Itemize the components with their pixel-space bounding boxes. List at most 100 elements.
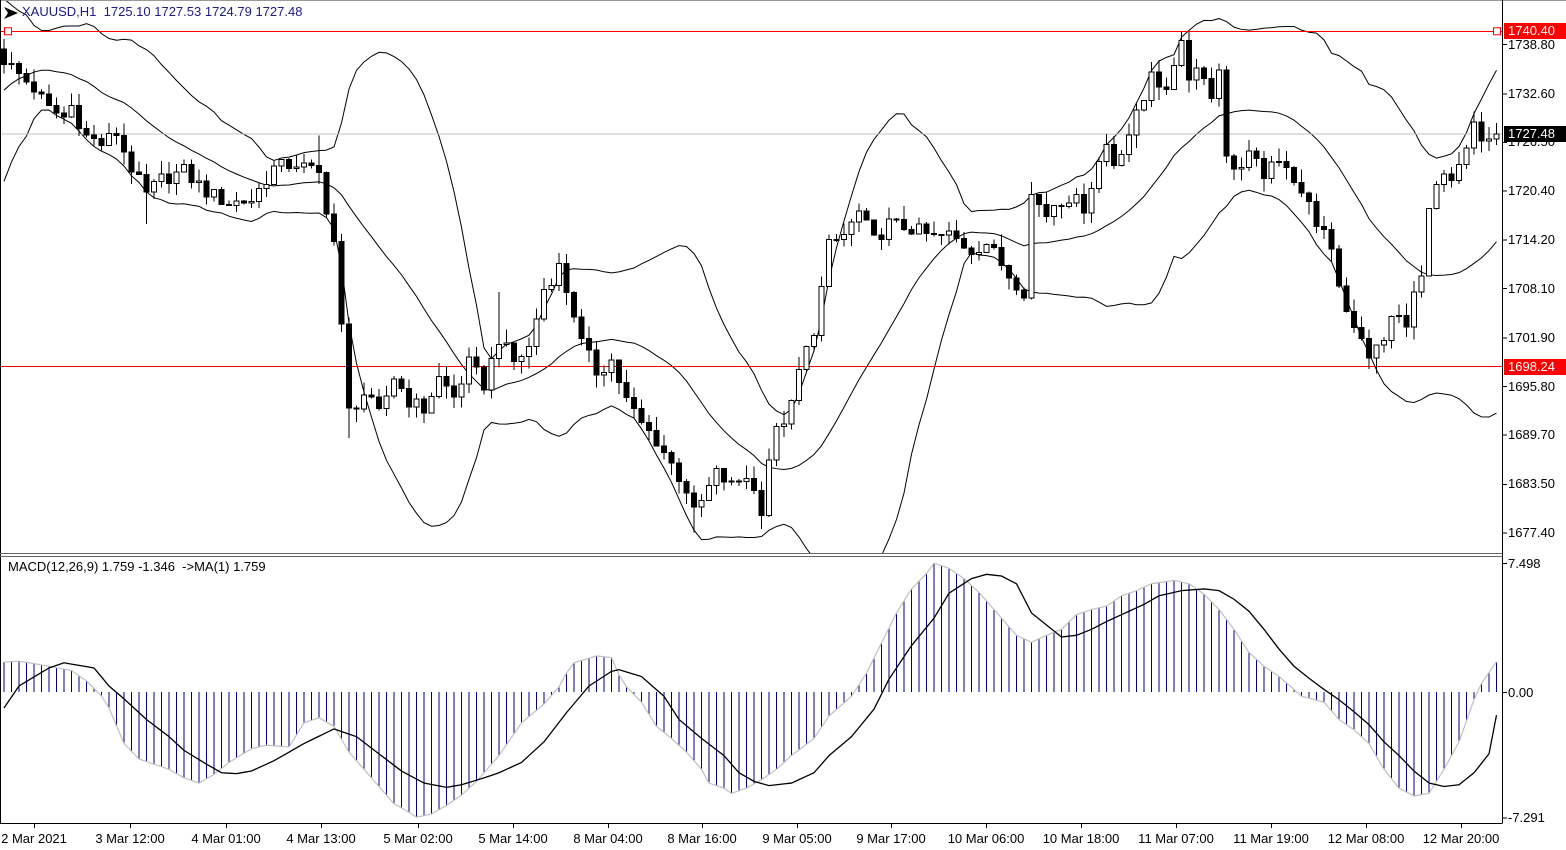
time-axis-label: 9 Mar 05:00	[762, 831, 832, 846]
bull-candle	[1103, 143, 1110, 162]
current-price-badge: 1727.48	[1504, 126, 1566, 143]
bear-candle	[1291, 166, 1297, 184]
time-axis-label: 8 Mar 04:00	[573, 831, 643, 846]
cursor-arrow-icon	[4, 7, 18, 19]
bear-candle	[188, 164, 195, 183]
bollinger-upper-band	[4, 0, 1497, 416]
chart-title-ohlc: XAUUSD,H1 1725.10 1727.53 1724.79 1727.4…	[22, 4, 303, 19]
bull-candle	[706, 484, 712, 501]
bull-candle	[1411, 291, 1417, 328]
bull-candle	[1193, 67, 1200, 81]
bull-candle	[1471, 121, 1477, 149]
bull-candle	[946, 230, 952, 236]
bear-candle	[481, 366, 487, 391]
price-axis-label: 1732.60	[1508, 85, 1555, 101]
bear-candle	[331, 213, 337, 242]
macd-axis-label: 7.498	[1508, 555, 1541, 571]
macd-panel[interactable]	[3, 562, 1498, 818]
bear-candle	[683, 481, 690, 494]
bear-candle	[143, 173, 150, 193]
bear-candle	[346, 323, 352, 409]
bull-candle	[713, 467, 720, 486]
bear-candle	[368, 394, 375, 398]
bear-candle	[901, 218, 907, 231]
bull-candle	[361, 394, 367, 410]
bull-candle	[1133, 109, 1140, 136]
bull-candle	[1246, 150, 1252, 169]
bull-candle	[391, 378, 397, 397]
bear-candle	[511, 342, 517, 363]
bull-candle	[841, 233, 847, 240]
hline-handle-marker[interactable]	[1493, 27, 1501, 36]
bull-candle	[256, 187, 262, 202]
bull-candle	[503, 342, 510, 346]
bear-candle	[1253, 150, 1260, 159]
bear-candle	[631, 397, 637, 409]
bull-candle	[293, 166, 300, 170]
macd-axis-label: -7.291	[1508, 809, 1545, 825]
bull-candle	[278, 159, 285, 167]
bear-candle	[1208, 78, 1215, 99]
bear-candle	[1306, 192, 1312, 203]
bear-candle	[586, 337, 592, 351]
bear-candle	[241, 200, 247, 204]
bull-candle	[803, 345, 810, 370]
bear-candle	[638, 407, 645, 423]
bull-candle	[1126, 134, 1132, 155]
time-axis-label: 10 Mar 06:00	[947, 831, 1025, 846]
bear-candle	[1156, 71, 1162, 88]
bear-candle	[1111, 143, 1117, 167]
bull-candle	[301, 162, 307, 168]
main-price-panel[interactable]	[0, 0, 1502, 594]
bear-candle	[203, 180, 210, 198]
bear-candle	[616, 359, 622, 383]
bull-candle	[728, 480, 735, 483]
bear-candle	[623, 381, 630, 399]
time-axis-label: 10 Mar 18:00	[1042, 831, 1120, 846]
bear-candle	[1366, 337, 1372, 359]
bull-candle	[1238, 167, 1245, 170]
bear-candle	[1163, 86, 1170, 90]
price-axis-label: 1708.10	[1508, 280, 1555, 296]
bear-candle	[1, 48, 7, 66]
bull-candle	[1486, 138, 1492, 142]
time-axis-label: 3 Mar 12:00	[95, 831, 165, 846]
bull-candle	[976, 252, 982, 256]
bear-candle	[751, 478, 757, 492]
bear-candle	[721, 467, 727, 483]
bear-candle	[878, 234, 885, 241]
bear-candle	[871, 219, 877, 236]
bear-candle	[1186, 40, 1192, 81]
price-axis-label: 1701.90	[1508, 330, 1555, 346]
time-axis-label: 11 Mar 07:00	[1138, 831, 1214, 846]
chart-frame	[0, 0, 1566, 828]
bull-candle	[1268, 161, 1275, 179]
bull-candle	[263, 184, 270, 189]
time-axis-label: 5 Mar 14:00	[478, 831, 548, 846]
bull-candle	[548, 284, 555, 291]
time-axis-label: 4 Mar 01:00	[191, 831, 261, 846]
time-axis-label: 9 Mar 17:00	[856, 831, 926, 846]
bull-candle	[601, 371, 607, 376]
macd-indicator-label: MACD(12,26,9) 1.759 -1.346 ->MA(1) 1.759	[8, 559, 266, 574]
hline-handle-marker[interactable]	[4, 27, 12, 36]
price-level-badge-1740: 1740.40	[1504, 23, 1566, 40]
bear-candle	[1261, 157, 1267, 179]
price-axis-label: 1689.70	[1508, 427, 1555, 443]
bull-candle	[211, 188, 217, 198]
bull-candle	[826, 238, 832, 287]
bull-candle	[983, 244, 990, 254]
bear-candle	[563, 262, 570, 293]
bear-candle	[1036, 193, 1042, 205]
bull-candle	[1381, 340, 1387, 346]
bear-candle	[938, 234, 945, 237]
bull-candle	[518, 356, 525, 363]
bear-candle	[166, 173, 172, 184]
bull-candle	[413, 398, 420, 408]
bear-candle	[376, 396, 382, 410]
bear-candle	[38, 91, 45, 95]
time-axis-label: 2 Mar 2021	[1, 831, 67, 846]
bear-candle	[668, 452, 675, 464]
bear-candle	[308, 162, 315, 166]
